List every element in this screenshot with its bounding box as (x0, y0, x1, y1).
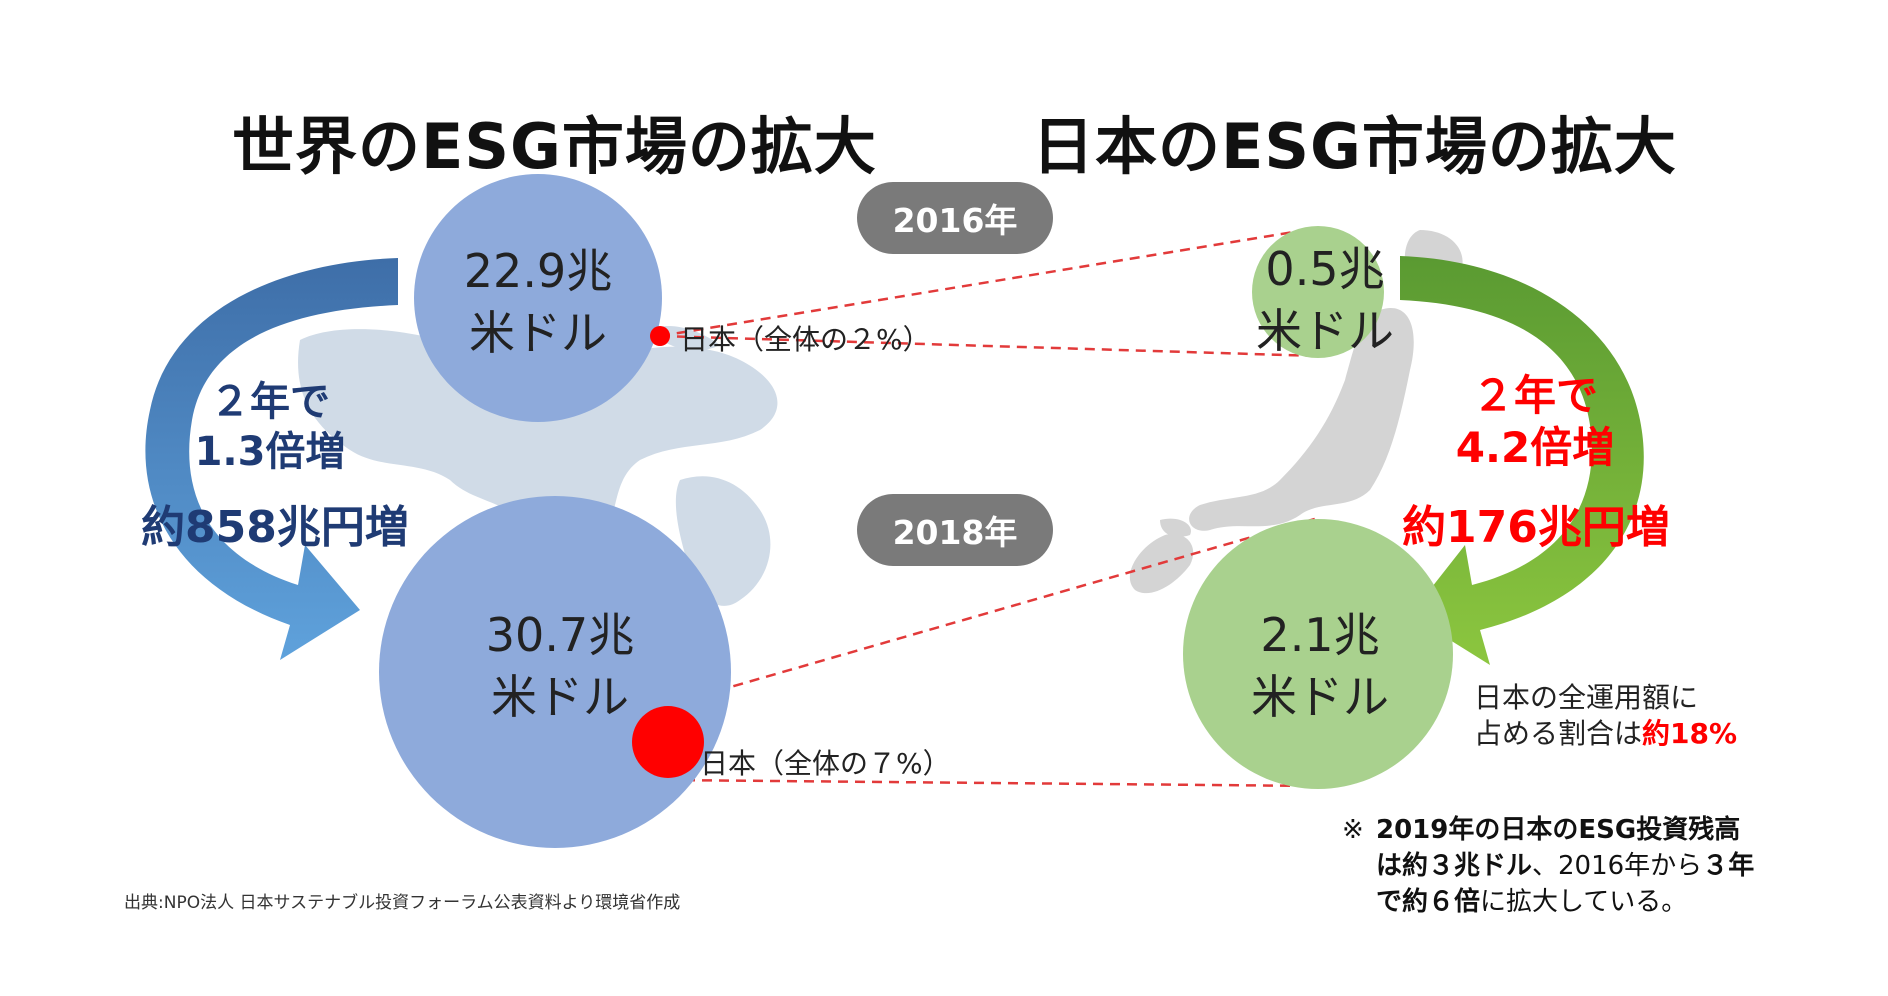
world-growth-multiplier: 1.3倍増 (194, 429, 346, 475)
japan-growth-multiplier: 4.2倍増 (1455, 423, 1615, 472)
year-2018-badge: 2018年 (857, 494, 1053, 566)
japan-share-2016-label: 日本（全体の２%） (680, 323, 931, 356)
footnote-line2-c: ３年 (1702, 851, 1755, 881)
world-growth-period: ２年で (210, 379, 330, 425)
world-2016-circle (414, 174, 662, 422)
world-2018-value: 30.7兆 米ドル (430, 604, 690, 728)
source-citation: 出典:NPO法人 日本サステナブル投資フォーラム公表資料より環境省作成 (124, 893, 681, 913)
japan-share-dot-2016 (650, 326, 670, 346)
japan-title: 日本のESG市場の拡大 (1032, 110, 1677, 183)
world-growth-arrow (145, 258, 398, 660)
world-growth-amount: 約858兆円増 (141, 502, 409, 553)
footnote-line1: 2019年の日本のESG投資残高 (1376, 815, 1741, 845)
japan-2018-unit: 米ドル (1251, 670, 1389, 724)
japan-ratio-value: 約18% (1642, 717, 1738, 750)
footnote-line2-b: 、2016年から (1532, 851, 1703, 881)
footnote-line3-a: で約６倍 (1376, 887, 1481, 917)
japan-ratio-prefix: 占める割合は (1474, 717, 1643, 750)
japan-growth-period: ２年で (1471, 371, 1598, 420)
footnote-line2-a: は約３兆ドル (1376, 851, 1533, 881)
year-2016-badge: 2016年 (857, 182, 1053, 254)
japan-2018-amount: 2.1兆 (1260, 608, 1380, 662)
japan-2016-value: 0.5兆 米ドル (1240, 238, 1410, 362)
japan-growth-amount: 約176兆円増 (1402, 502, 1670, 553)
share-connectors (659, 226, 1319, 788)
japan-growth-arrow (1400, 256, 1644, 665)
world-title: 世界のESG市場の拡大 (232, 110, 877, 183)
japan-2016-unit: 米ドル (1256, 304, 1394, 358)
japan-share-2018-label: 日本（全体の７%） (700, 747, 951, 780)
japan-ratio-note: 日本の全運用額に 占める割合は約18% (1474, 680, 1737, 752)
japan-ratio-line2: 占める割合は約18% (1474, 716, 1737, 752)
japan-share-dot-2018 (632, 706, 704, 778)
world-2018-amount: 30.7兆 (485, 608, 635, 662)
footnote-line3-b: に拡大している。 (1480, 887, 1688, 917)
footnote: 2019年の日本のESG投資残高 は約３兆ドル、2016年から３年 で約６倍に拡… (1376, 812, 1754, 920)
world-2016-value: 22.9兆 米ドル (414, 240, 662, 364)
japan-2018-circle (1183, 519, 1453, 789)
world-2016-amount: 22.9兆 (463, 244, 613, 298)
japan-2018-value: 2.1兆 米ドル (1220, 604, 1420, 728)
footnote-mark: ※ (1342, 815, 1364, 845)
japan-2016-amount: 0.5兆 (1265, 242, 1385, 296)
world-2018-unit: 米ドル (491, 670, 629, 724)
japan-2016-circle (1252, 226, 1384, 358)
world-2016-unit: 米ドル (469, 306, 607, 360)
japan-ratio-line1: 日本の全運用額に (1474, 681, 1699, 714)
